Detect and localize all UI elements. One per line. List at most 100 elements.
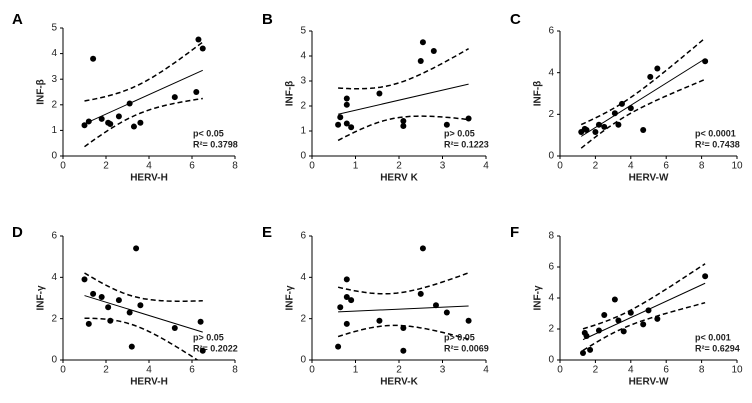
x-tick-label: 0 (557, 161, 563, 172)
y-tick-label: 4 (51, 272, 57, 283)
confidence-upper (84, 272, 203, 302)
data-point (627, 105, 634, 112)
x-tick-label: 4 (146, 365, 152, 376)
data-point (376, 90, 383, 97)
data-point (611, 296, 618, 303)
y-tick-label: 6 (300, 231, 306, 242)
data-point (400, 324, 407, 331)
x-tick-label: 0 (557, 365, 563, 376)
data-point (335, 121, 342, 128)
x-tick-label: 4 (628, 365, 634, 376)
regression-line (337, 83, 469, 115)
data-point (98, 115, 105, 122)
data-point (348, 124, 355, 131)
data-point (702, 58, 709, 65)
y-axis-label: INF-β (36, 79, 47, 105)
x-tick-label: 0 (309, 365, 315, 376)
x-tick-label: 0 (60, 365, 66, 376)
data-point (195, 36, 202, 43)
data-point (611, 110, 618, 117)
data-point (130, 123, 137, 130)
regression-line (338, 305, 469, 313)
data-point (615, 121, 622, 128)
panel-letter: B (262, 11, 273, 28)
y-tick-label: 6 (548, 262, 554, 273)
data-point (583, 332, 590, 339)
data-point (587, 346, 594, 353)
data-point (702, 273, 709, 280)
y-tick-label: 0 (51, 355, 57, 366)
data-point (654, 65, 661, 72)
panel-letter: E (262, 224, 272, 241)
x-axis-label: HERV-H (130, 377, 168, 388)
y-tick-label: 2 (300, 101, 306, 112)
data-point (343, 320, 350, 327)
data-point (601, 123, 608, 130)
data-point (654, 315, 661, 322)
y-tick-label: 8 (548, 231, 554, 242)
data-point (376, 317, 383, 324)
y-tick-label: 4 (51, 48, 57, 59)
annotation: p> 0.05 (444, 128, 475, 138)
data-point (171, 94, 178, 101)
data-point (105, 304, 112, 311)
data-point (595, 121, 602, 128)
data-point (137, 302, 144, 309)
data-point (337, 304, 344, 311)
y-tick-label: 1 (51, 125, 57, 136)
data-point (193, 89, 200, 95)
x-axis-label: HERV-W (629, 173, 669, 184)
data-point (348, 297, 355, 304)
data-point (133, 245, 140, 252)
y-tick-label: 1 (300, 126, 306, 137)
x-tick-label: 4 (146, 161, 152, 172)
data-point (85, 320, 92, 327)
y-axis-label: INF-β (285, 81, 296, 107)
y-tick-label: 5 (51, 23, 57, 34)
y-tick-label: 0 (300, 355, 306, 366)
x-tick-label: 3 (440, 365, 446, 376)
data-point (107, 317, 114, 324)
x-tick-label: 1 (353, 365, 359, 376)
y-tick-label: 4 (548, 67, 554, 78)
data-point (400, 347, 407, 354)
x-tick-label: 6 (189, 365, 195, 376)
panel-letter: A (12, 11, 23, 28)
x-axis-label: HERV-K (380, 377, 418, 388)
x-tick-label: 2 (593, 161, 599, 172)
x-axis-label: HERV-H (130, 173, 168, 184)
x-tick-label: 8 (232, 365, 238, 376)
x-tick-label: 2 (593, 365, 599, 376)
data-point (465, 317, 472, 324)
data-point (417, 58, 424, 64)
data-point (197, 318, 204, 325)
y-tick-label: 0 (300, 151, 306, 162)
y-axis-label: INF-γ (36, 285, 47, 310)
y-tick-label: 4 (300, 51, 306, 62)
data-point (615, 317, 622, 324)
data-point (343, 101, 350, 108)
y-tick-label: 0 (548, 151, 554, 162)
data-point (126, 309, 133, 316)
y-axis-label: INF-γ (285, 285, 296, 310)
data-point (128, 343, 135, 350)
data-point (199, 347, 206, 354)
x-tick-label: 2 (396, 161, 402, 172)
data-point (343, 293, 350, 300)
data-point (627, 309, 634, 316)
x-tick-label: 2 (103, 161, 109, 172)
x-tick-label: 4 (483, 365, 489, 376)
data-point (419, 245, 426, 252)
data-point (647, 73, 654, 80)
confidence-upper (580, 37, 706, 126)
data-point (81, 276, 88, 283)
y-tick-label: 2 (300, 313, 306, 324)
x-tick-label: 4 (483, 161, 489, 172)
data-point (417, 290, 424, 297)
panel-letter: F (510, 224, 519, 241)
data-point (400, 118, 407, 124)
annotation: p> 0.05 (444, 332, 475, 342)
